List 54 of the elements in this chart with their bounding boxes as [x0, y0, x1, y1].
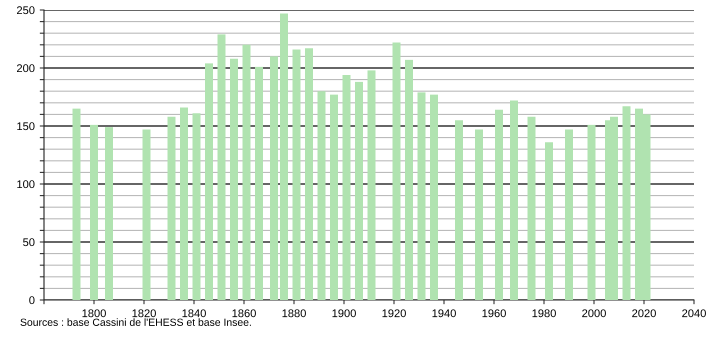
- bar: [495, 110, 503, 300]
- y-tick-label: 0: [29, 296, 35, 304]
- x-tick-label: 1820: [132, 309, 156, 318]
- bar: [392, 42, 400, 300]
- bar: [168, 116, 176, 300]
- bar: [528, 116, 536, 300]
- bar: [255, 66, 263, 300]
- y-tick-label: 200: [16, 64, 35, 72]
- bar: [218, 34, 226, 300]
- x-tick-label: 1920: [382, 309, 406, 318]
- bar: [205, 63, 213, 300]
- bar: [510, 100, 518, 300]
- bar: [475, 129, 483, 300]
- bar: [318, 91, 326, 300]
- x-tick-label: 1880: [282, 309, 306, 318]
- x-tick-label: 1840: [182, 309, 206, 318]
- bar: [242, 44, 250, 300]
- bar: [418, 92, 426, 300]
- bar: [355, 82, 363, 300]
- bar: [72, 108, 80, 300]
- bar: [455, 120, 463, 300]
- bar: [622, 106, 630, 300]
- bar: [192, 113, 200, 300]
- bar: [280, 13, 288, 300]
- x-tick-label: 1860: [232, 309, 256, 318]
- x-tick-label: 2000: [582, 309, 606, 318]
- x-tick-label: 1800: [82, 309, 106, 318]
- y-tick-label: 250: [16, 6, 35, 14]
- y-tick-label: 50: [23, 238, 35, 246]
- bar: [230, 58, 238, 300]
- y-tick-label: 100: [17, 180, 35, 188]
- bar: [405, 60, 413, 300]
- y-tick-label: 150: [17, 122, 35, 130]
- bar: [90, 124, 98, 300]
- bar: [430, 94, 438, 300]
- bar: [368, 70, 376, 300]
- bar: [142, 129, 150, 300]
- bar: [305, 48, 313, 300]
- bar: [105, 127, 113, 300]
- bar: [545, 142, 553, 300]
- x-tick-label: 1900: [332, 309, 356, 318]
- bar: [342, 74, 350, 300]
- x-tick-label: 1980: [532, 309, 556, 318]
- x-tick-label: 1940: [432, 309, 456, 318]
- bar: [588, 124, 596, 300]
- bar: [292, 49, 300, 300]
- bar: [330, 94, 338, 300]
- x-tick-label: 2040: [682, 309, 706, 318]
- bar: [270, 56, 278, 300]
- x-tick-label: 1960: [482, 309, 506, 318]
- bar: [565, 129, 573, 300]
- source-note: Sources : base Cassini de l'EHESS et base Insee.: [20, 318, 251, 326]
- bar: [180, 107, 188, 300]
- x-tick-label: 2020: [632, 309, 656, 318]
